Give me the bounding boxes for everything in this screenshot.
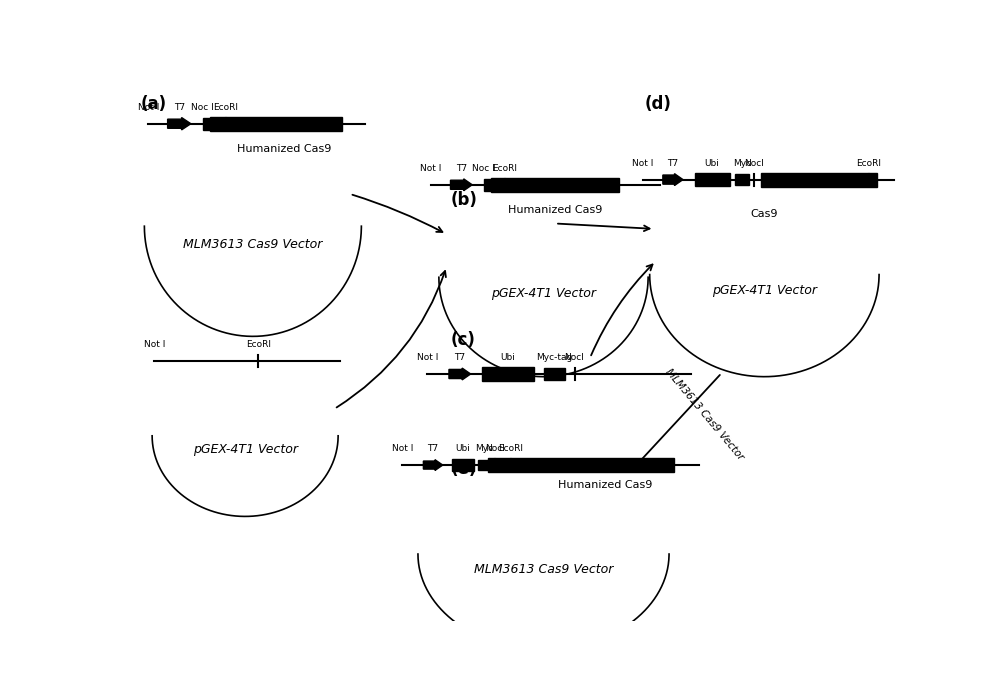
Text: MLM3613 Cas9 Vector: MLM3613 Cas9 Vector [183, 239, 323, 251]
Text: Not I: Not I [144, 340, 165, 349]
Bar [761, 172, 877, 186]
Text: Myc: Myc [733, 158, 751, 168]
Bar [452, 459, 474, 471]
FancyArrow shape [168, 117, 191, 130]
Text: Ubi: Ubi [455, 444, 470, 453]
Text: MLM3613 Cas9 Vector: MLM3613 Cas9 Vector [474, 563, 613, 576]
Text: EcoRI: EcoRI [213, 103, 238, 112]
Text: T7: T7 [456, 164, 467, 173]
Bar [484, 179, 496, 191]
Text: T7: T7 [454, 353, 465, 362]
Text: EcoRI: EcoRI [856, 158, 882, 168]
Text: Noc I: Noc I [472, 164, 495, 173]
Bar [735, 174, 749, 185]
Text: MLM3613 Cas9 Vector: MLM3613 Cas9 Vector [664, 366, 746, 462]
FancyArrow shape [423, 460, 443, 470]
Text: T7: T7 [667, 158, 678, 168]
Text: Ubi: Ubi [705, 158, 720, 168]
Text: EcoRI: EcoRI [246, 340, 271, 349]
Bar [544, 368, 565, 380]
Text: NocI: NocI [744, 158, 764, 168]
FancyArrow shape [663, 174, 683, 186]
Text: Not I: Not I [392, 444, 413, 453]
Text: Humanized Cas9: Humanized Cas9 [237, 144, 331, 154]
Text: Ubi: Ubi [500, 353, 515, 362]
Text: Cas9: Cas9 [751, 209, 778, 219]
Bar [488, 458, 674, 472]
Text: (e): (e) [450, 460, 477, 478]
Text: Myc-tag: Myc-tag [536, 353, 572, 362]
Text: pGEX-4T1 Vector: pGEX-4T1 Vector [712, 284, 817, 297]
Text: pGEX-4T1 Vector: pGEX-4T1 Vector [491, 287, 596, 300]
FancyArrow shape [449, 368, 471, 380]
Text: Noc I: Noc I [191, 103, 214, 112]
Text: Myc: Myc [475, 444, 493, 453]
Bar [202, 118, 216, 130]
Text: (c): (c) [450, 331, 475, 349]
Bar [478, 460, 490, 470]
Text: T7: T7 [427, 444, 438, 453]
Text: Humanized Cas9: Humanized Cas9 [558, 480, 653, 490]
FancyArrow shape [450, 179, 472, 191]
Text: NocI: NocI [565, 353, 584, 362]
Text: NocI: NocI [485, 444, 505, 453]
Text: (d): (d) [644, 94, 671, 112]
Text: Not I: Not I [138, 103, 159, 112]
Text: pGEX-4T1 Vector: pGEX-4T1 Vector [193, 443, 298, 456]
Text: Not I: Not I [417, 353, 438, 362]
Text: (b): (b) [450, 191, 477, 209]
Text: Not I: Not I [632, 158, 653, 168]
Bar [482, 367, 534, 381]
Bar [695, 173, 730, 186]
Text: (a): (a) [140, 94, 167, 112]
Text: Not I: Not I [420, 164, 442, 173]
Text: Humanized Cas9: Humanized Cas9 [508, 205, 602, 215]
Bar [210, 117, 342, 131]
Text: EcoRI: EcoRI [492, 164, 517, 173]
Text: T7: T7 [174, 103, 185, 112]
Text: EcoRI: EcoRI [498, 444, 523, 453]
Bar [491, 178, 619, 192]
